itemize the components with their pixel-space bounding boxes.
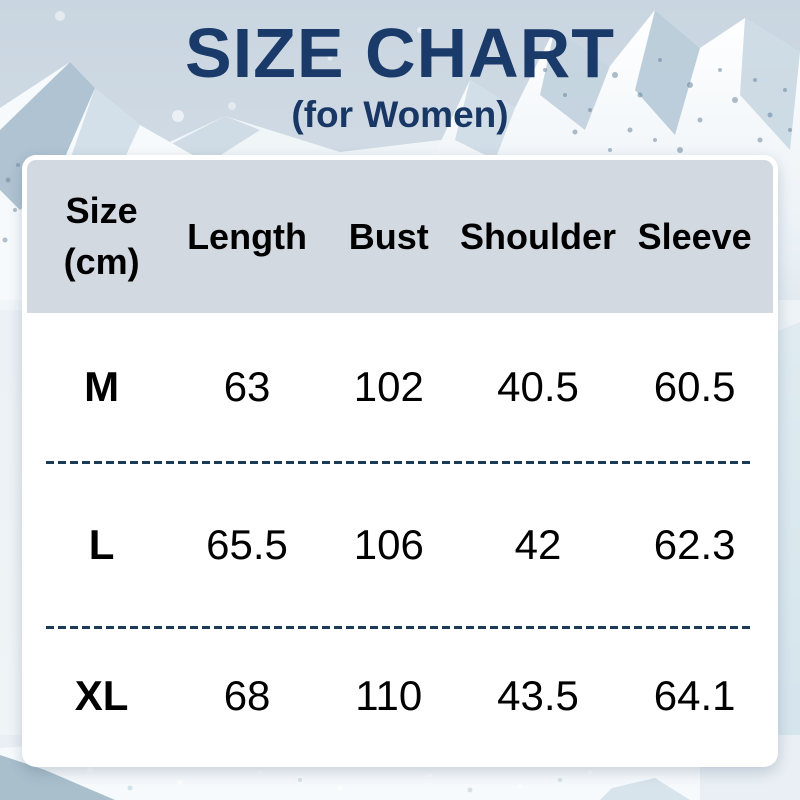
cell-shoulder: 40.5 bbox=[497, 363, 579, 411]
page-subtitle: (for Women) bbox=[291, 94, 509, 135]
table-row-m: M 63 102 40.5 60.5 bbox=[27, 313, 773, 461]
header-sleeve: Sleeve bbox=[637, 215, 752, 257]
table-body: M 63 102 40.5 60.5 L 65.5 106 42 62.3 XL… bbox=[27, 313, 773, 762]
cell-length: 63 bbox=[223, 363, 271, 411]
cell-sleeve: 62.3 bbox=[653, 521, 736, 569]
cell-size: L bbox=[88, 521, 115, 569]
cell-length: 68 bbox=[223, 671, 271, 719]
header-bust: Bust bbox=[348, 215, 429, 257]
table-row-xl: XL 68 110 43.5 64.1 bbox=[27, 629, 773, 762]
cell-shoulder: 42 bbox=[514, 521, 562, 569]
header-size: Size (cm) bbox=[27, 186, 176, 287]
cell-sleeve: 64.1 bbox=[653, 671, 736, 719]
cell-bust: 110 bbox=[355, 671, 423, 719]
row-divider bbox=[46, 461, 753, 465]
cell-sleeve: 60.5 bbox=[653, 363, 736, 411]
header-length: Length bbox=[187, 215, 308, 257]
size-table-panel: Size (cm) Length Bust Shoulder Sleeve M … bbox=[22, 155, 778, 767]
cell-size: M bbox=[84, 363, 120, 411]
header-size-line2: (cm) bbox=[63, 240, 140, 282]
header-size-line1: Size bbox=[65, 190, 138, 232]
cell-bust: 102 bbox=[353, 363, 424, 411]
cell-size: XL bbox=[74, 671, 129, 719]
cell-length: 65.5 bbox=[206, 521, 288, 569]
row-divider bbox=[46, 626, 753, 630]
cell-shoulder: 43.5 bbox=[497, 671, 579, 719]
title-block: SIZE CHART (for Women) bbox=[0, 18, 800, 135]
page-title: SIZE CHART bbox=[185, 14, 615, 92]
table-header-row: Size (cm) Length Bust Shoulder Sleeve bbox=[27, 160, 773, 313]
table-row-l: L 65.5 106 42 62.3 bbox=[27, 464, 773, 626]
cell-bust: 106 bbox=[353, 521, 424, 569]
header-shoulder: Shoulder bbox=[459, 215, 616, 257]
